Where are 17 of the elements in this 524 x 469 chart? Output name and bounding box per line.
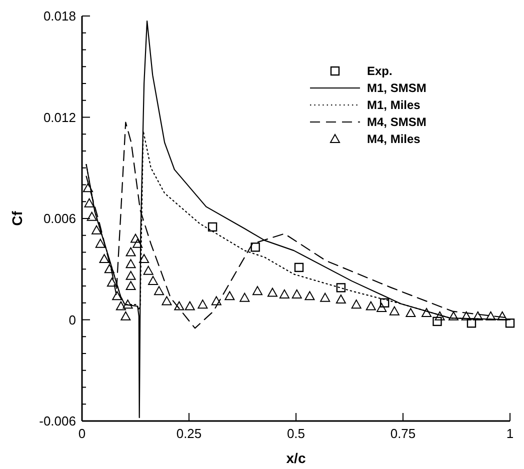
y-tick-label: 0.012	[43, 110, 76, 125]
legend-label: Exp.	[367, 64, 392, 78]
x-tick-label: 1	[506, 426, 514, 441]
y-tick-label: 0.006	[43, 211, 76, 226]
legend-label: M4, SMSM	[367, 115, 426, 130]
x-axis-title: x/c	[286, 450, 306, 466]
legend-label: M1, SMSM	[367, 81, 426, 96]
y-tick-label: 0	[68, 312, 76, 328]
x-tick-label: 0.25	[176, 426, 202, 441]
y-axis-title: Cf	[9, 210, 25, 226]
x-tick-label: 0.75	[390, 426, 416, 441]
x-tick-label: 0	[78, 426, 86, 441]
x-tick-label: 0.5	[286, 426, 306, 441]
legend-label: M4, Miles	[367, 132, 421, 146]
legend-label: M1, Miles	[367, 98, 421, 112]
y-tick-label: -0.006	[39, 414, 76, 429]
y-tick-label: 0.018	[43, 8, 76, 24]
